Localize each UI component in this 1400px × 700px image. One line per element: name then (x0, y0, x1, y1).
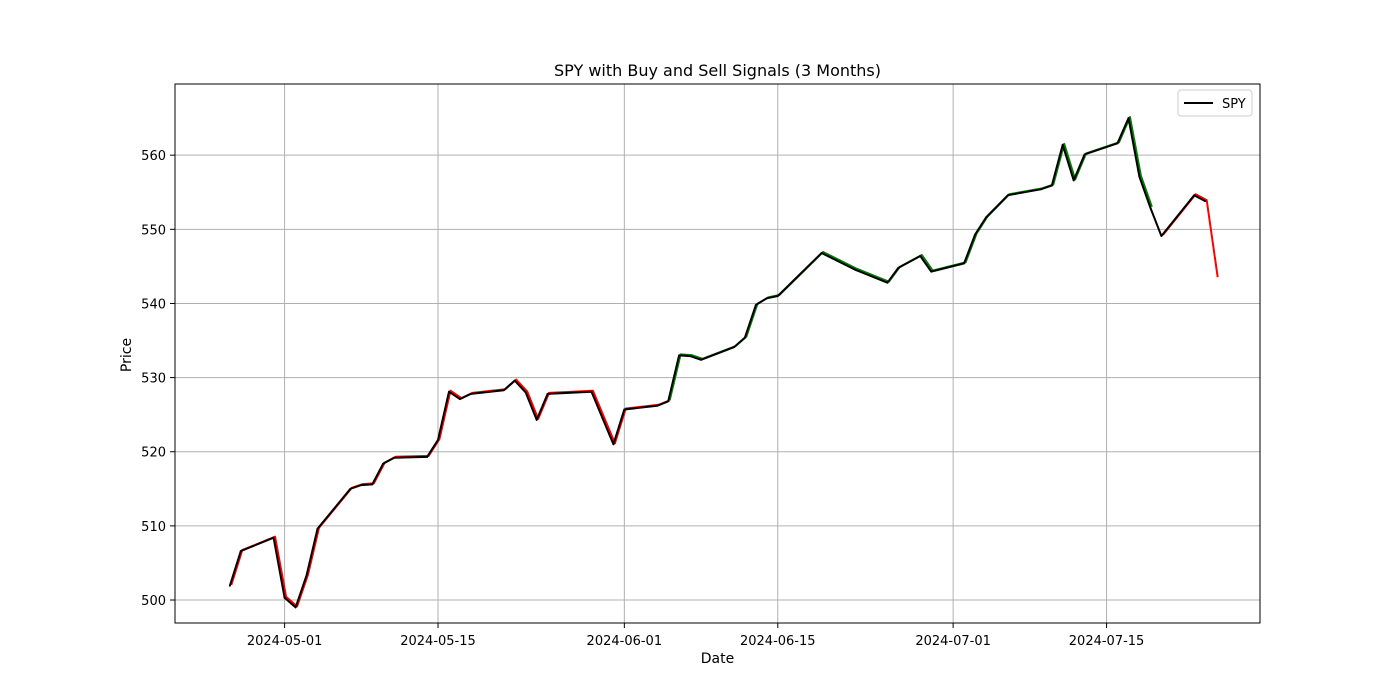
x-tick-label: 2024-07-01 (915, 634, 991, 649)
x-tick-label: 2024-05-15 (400, 634, 476, 649)
data-point (1193, 194, 1196, 197)
data-point (382, 462, 385, 465)
data-point (283, 596, 286, 599)
y-tick-label: 520 (141, 446, 166, 461)
legend-label-spy: SPY (1222, 97, 1246, 112)
plot-frame (174, 83, 1261, 624)
data-point (1083, 153, 1086, 156)
data-point (459, 398, 461, 400)
data-point (393, 456, 396, 459)
data-point (294, 606, 297, 609)
x-axis-label: Date (701, 651, 734, 667)
data-point (1039, 188, 1042, 191)
data-point (513, 379, 516, 382)
data-point (228, 585, 231, 587)
data-point (974, 233, 976, 236)
data-point (470, 393, 472, 395)
y-tick-label: 530 (141, 372, 166, 387)
data-point (349, 487, 352, 490)
data-point (426, 456, 428, 458)
y-tick-label: 510 (141, 520, 166, 535)
data-point (678, 354, 680, 357)
data-point (502, 389, 505, 392)
x-tick-label: 2024-06-01 (587, 634, 663, 649)
data-point (656, 404, 659, 407)
data-point (371, 483, 374, 486)
data-point (919, 255, 922, 257)
buy-signal-line (668, 116, 1153, 401)
data-point (930, 270, 933, 273)
data-point (765, 297, 768, 300)
axis-ticks: 2024-05-01 2024-05-15 2024-06-01 2024-06-15… (141, 149, 1144, 649)
y-tick-label: 540 (141, 297, 166, 312)
data-point (733, 346, 735, 349)
legend-box (1177, 89, 1253, 117)
data-point (1072, 179, 1075, 182)
data-point (524, 391, 527, 394)
x-tick-label: 2024-07-15 (1069, 634, 1145, 649)
chart-title: SPY with Buy and Sell Signals (3 Months) (554, 61, 881, 80)
data-point (963, 262, 965, 265)
series-lines (228, 117, 1207, 609)
data-point (985, 216, 987, 219)
data-point (689, 355, 691, 357)
data-point (623, 408, 626, 411)
data-point (897, 267, 900, 269)
data-point (776, 295, 779, 297)
y-tick-label: 560 (141, 149, 166, 164)
data-point (305, 574, 308, 577)
data-point (853, 268, 856, 271)
data-point (590, 390, 593, 393)
data-point (1160, 235, 1163, 237)
x-tick-label: 2024-05-01 (247, 634, 323, 649)
data-point (744, 336, 746, 339)
data-point (755, 304, 757, 306)
data-point (1127, 117, 1130, 119)
signal-lines (230, 116, 1219, 608)
data-point (1149, 206, 1152, 209)
data-point (546, 393, 549, 395)
x-tick-label: 2024-06-15 (740, 634, 816, 649)
legend: SPY (1177, 89, 1253, 117)
data-point (612, 443, 615, 446)
data-point (1007, 194, 1009, 197)
data-point (667, 400, 670, 403)
y-axis-label: Price (119, 338, 135, 372)
sell-signal-line (1162, 193, 1219, 278)
sell-signal-line (230, 378, 671, 608)
grid-lines (175, 84, 1260, 623)
data-point (886, 281, 889, 284)
data-point (316, 527, 319, 530)
data-point (239, 550, 242, 552)
data-point (700, 358, 702, 361)
data-point (360, 484, 363, 486)
data-point (437, 439, 439, 441)
y-tick-label: 550 (141, 223, 166, 238)
data-point (448, 390, 450, 393)
data-point (820, 252, 823, 254)
data-point (1138, 175, 1141, 178)
y-tick-label: 500 (141, 594, 166, 609)
series-line-spy (228, 117, 1206, 609)
data-point (1204, 200, 1207, 203)
data-point (535, 419, 538, 421)
data-point (1116, 142, 1119, 145)
data-point (1050, 184, 1053, 187)
data-point (272, 536, 275, 539)
data-point (1061, 143, 1064, 146)
